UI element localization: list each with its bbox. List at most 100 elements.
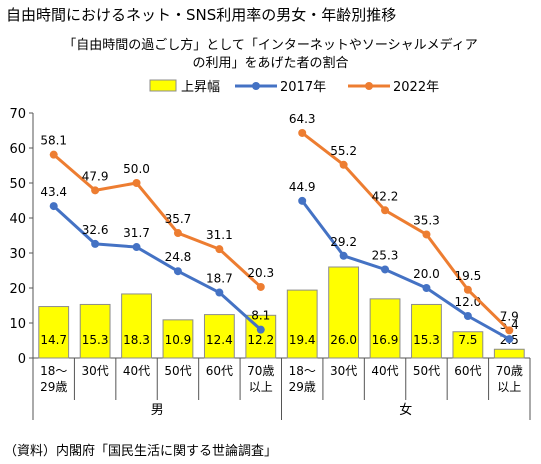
point-label-2022: 31.1 [206,228,233,242]
point-label-2017: 12.0 [455,295,482,309]
legend-swatch-bar [149,79,177,92]
bar-rise [411,303,442,359]
point-label-2017: 44.9 [289,180,316,194]
x-tick-label: 30代 [81,364,108,378]
x-tick-label: 70歳 [247,364,274,378]
point-2022 [422,230,431,239]
point-label-2017: 31.7 [123,226,150,240]
point-2017 [339,251,348,260]
point-2017 [256,325,265,334]
series-line-2022 [301,131,511,332]
group-label: 男 [151,403,164,418]
point-label-2022: 58.1 [40,134,67,148]
point-2022 [256,282,265,291]
bar-value-label: 26.0 [330,333,357,347]
x-tick-label: 18～ [40,364,67,378]
point-2017 [215,288,224,297]
x-tick-label: 50代 [164,364,191,378]
y-tick-label: 0 [18,352,26,367]
point-label-2022: 35.3 [413,213,440,227]
chart-subtitle-line-1: 「自由時間の過ごし方」として「インターネットやソーシャルメディア [63,38,478,53]
point-2022 [339,160,348,169]
point-label-2022: 20.3 [247,266,274,280]
y-tick-label: 40 [9,212,26,227]
bar-rise [79,303,111,359]
point-label-2017: 8.1 [251,309,270,323]
x-tick-label: 50代 [413,364,440,378]
bar-rise [121,293,152,359]
point-2017 [505,335,514,344]
point-label-2022: 47.9 [82,169,109,183]
chart-title: 自由時間におけるネット・SNS利用率の男女・年齢別推移 [6,6,397,24]
point-2022 [173,229,182,238]
point-2022 [215,245,224,254]
y-tick-label: 70 [9,107,26,122]
x-tick-label: 40代 [371,364,398,378]
bar-value-label: 15.3 [82,333,109,347]
point-2017 [381,265,390,274]
chart-subtitle-line-2: の利用」をあげた者の割合 [192,56,349,71]
point-label-2017: 25.3 [372,248,399,262]
point-label-2017: 29.2 [330,235,357,249]
point-label-2017: 20.0 [413,267,440,281]
bar-rise [452,331,484,359]
bar-value-label: 15.3 [413,333,440,347]
y-tick-label: 50 [9,177,26,192]
point-2022 [505,326,514,335]
y-tick-label: 60 [9,142,26,157]
legend-label-2022: 2022年 [393,80,439,95]
legend-marker-2017 [252,82,260,90]
x-tick-label: 40代 [123,364,150,378]
bar-value-label: 19.4 [289,333,316,347]
point-label-2022: 55.2 [330,144,357,158]
point-2022 [381,206,390,215]
point-label-2022: 19.5 [455,269,482,283]
point-2022 [49,150,58,159]
bar-value-label: 12.4 [206,333,233,347]
point-label-2017: 18.7 [206,272,233,286]
bar-rise [493,348,525,359]
bar-value-label: 7.5 [458,333,477,347]
point-label-2022: 7.9 [500,309,519,323]
point-2017 [463,312,472,320]
point-2017 [298,196,307,205]
point-2017 [91,239,100,248]
x-tick-label: 70歳 [496,364,523,378]
y-tick-label: 20 [9,282,26,297]
series-line-2017 [52,204,262,331]
bar-rise [203,314,235,359]
point-2022 [463,285,472,294]
point-label-2017: 43.4 [40,185,67,199]
series-line-2017 [301,199,511,341]
y-tick-label: 30 [9,247,26,262]
bar-rise [328,266,360,359]
bar-rise [162,319,194,359]
chart-plot: 上昇幅 2017年 2022年 0 10 20 30 40 50 60 70 14.7 15.3 18.3… [9,79,531,420]
x-tick-label: 29歳 [40,380,67,394]
point-label-2017: 32.6 [82,223,109,237]
x-tick-label: 以上 [497,380,521,394]
group-label: 女 [399,402,412,418]
point-2017 [422,284,431,292]
point-label-2022: 42.2 [372,189,399,203]
point-2022 [298,128,307,137]
point-label-2017: 5.4 [500,318,519,332]
x-tick-label: 29歳 [289,380,316,394]
point-label-2022: 50.0 [123,162,150,176]
point-2022 [132,179,141,187]
bar-value-label: 14.7 [40,333,67,347]
legend-marker-2022 [365,82,373,90]
x-tick-label: 18～ [289,364,316,378]
point-2022 [91,186,100,195]
y-tick-label: 10 [9,317,26,332]
legend-label-2017: 2017年 [280,80,326,95]
bar-rise [286,289,318,359]
legend-label-bar: 上昇幅 [181,80,220,95]
bar-rise [369,298,401,359]
point-2017 [132,243,141,252]
bar-rise [38,306,70,359]
point-label-2022: 35.7 [165,212,192,226]
point-label-2022: 64.3 [289,112,316,126]
x-tick-label: 30代 [330,364,357,378]
bar-value-label: 10.9 [165,333,192,347]
